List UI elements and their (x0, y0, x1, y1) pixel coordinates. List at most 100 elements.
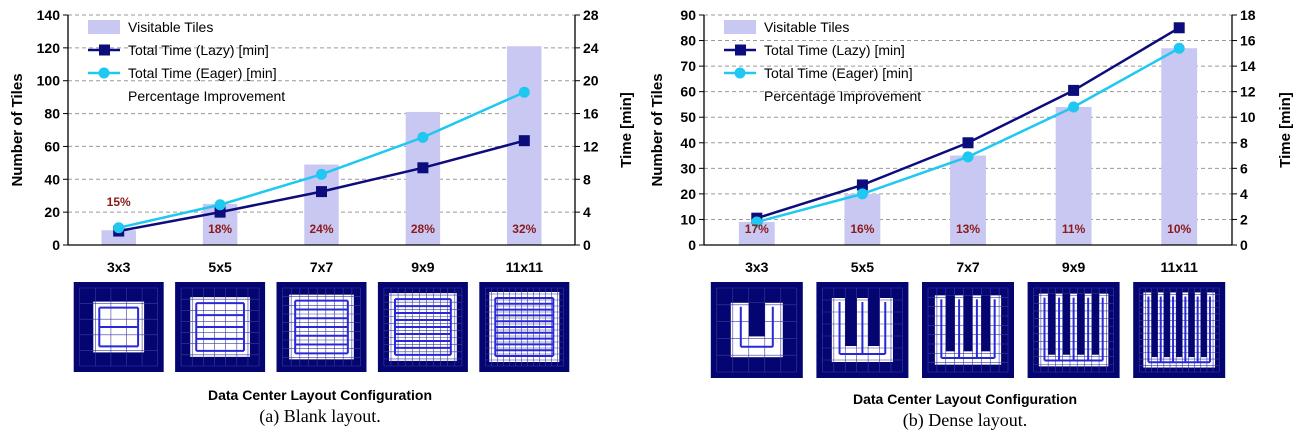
thumb-rack (1188, 292, 1195, 358)
category-label: 7x7 (310, 259, 334, 275)
thumb-rack (1176, 292, 1183, 358)
legend-label: Percentage Improvement (128, 88, 285, 104)
x-axis-title: Data Center Layout Configuration (853, 391, 1077, 407)
y2-tick-label: 14 (1240, 58, 1256, 74)
layout-thumbnail (276, 282, 367, 372)
y2-tick-label: 2 (1240, 211, 1248, 227)
y2-tick-label: 8 (583, 171, 591, 187)
thumb-rack (868, 298, 880, 346)
legend-marker-circle (734, 67, 746, 79)
thumb-rack (1091, 293, 1100, 355)
point-circle (962, 151, 974, 163)
thumb-rack (1163, 292, 1170, 358)
y2-axis-title: Time [min] (618, 92, 635, 168)
point-square (417, 162, 429, 174)
bar-11x11 (1161, 48, 1198, 245)
point-square (316, 186, 327, 198)
improvement-label: 13% (956, 222, 980, 236)
improvement-label: 18% (208, 222, 232, 236)
y-tick-label: 40 (680, 135, 696, 151)
layout-thumbnail (710, 282, 803, 378)
chart-a: 0 20 40 60 80 100 120 140 0 4 8 12 16 20 24 28 Number of… (9, 7, 635, 427)
legend-swatch-bar (88, 20, 120, 34)
y2-tick-label: 4 (1240, 186, 1248, 202)
layout-thumbnail (175, 282, 266, 372)
y-tick-label: 70 (680, 58, 696, 74)
category-label: 11x11 (506, 259, 544, 275)
point-circle (316, 168, 327, 180)
thumb-rack (1151, 292, 1158, 358)
point-square (518, 135, 530, 147)
layout-thumbnail (73, 282, 164, 372)
chart-b: 0 10 20 30 40 50 60 70 80 90 0 2 4 6 8 10 12 14 16 18 Number… (649, 7, 1294, 431)
y-tick-label: 0 (688, 237, 696, 253)
y-tick-label: 60 (44, 138, 60, 154)
point-circle (518, 86, 530, 98)
improvement-label: 15% (107, 195, 131, 209)
layout-thumbnail (816, 282, 909, 378)
point-square (214, 206, 226, 218)
legend-swatch-bar (724, 20, 756, 34)
subcaption: (a) Blank layout. (259, 406, 380, 427)
y-tick-label: 10 (680, 211, 696, 227)
point-circle (113, 222, 125, 234)
y2-tick-label: 0 (583, 237, 591, 253)
category-label: 5x5 (208, 259, 232, 275)
bar-3x3 (101, 230, 136, 245)
point-circle (214, 199, 226, 211)
point-circle (417, 131, 429, 143)
improvement-label: 17% (745, 222, 769, 236)
layout-thumbnail (1027, 282, 1120, 378)
improvement-label: 28% (411, 222, 435, 236)
category-label: 11x11 (1161, 259, 1199, 275)
bar-7x7 (950, 155, 986, 245)
y2-tick-label: 0 (1240, 237, 1248, 253)
legend-marker-square (735, 44, 746, 56)
legend-label: Total Time (Lazy) [min] (128, 42, 269, 58)
category-label: 3x3 (745, 259, 769, 275)
y-axis-title: Number of Tiles (9, 73, 26, 186)
y-tick-label: 80 (44, 106, 60, 122)
y2-tick-label: 10 (1240, 109, 1256, 125)
improvement-label: 16% (850, 222, 874, 236)
legend-label: Percentage Improvement (764, 88, 921, 104)
legend-label: Visitable Tiles (764, 19, 849, 35)
y-tick-label: 40 (44, 171, 60, 187)
thumb-rack (748, 302, 765, 337)
y-tick-label: 80 (680, 33, 696, 49)
y-tick-label: 20 (44, 204, 60, 220)
legend-label: Visitable Tiles (128, 19, 213, 35)
point-square (856, 179, 868, 191)
y2-tick-label: 12 (583, 138, 599, 154)
legend-marker-square (99, 44, 110, 56)
thumb-rack (1062, 293, 1070, 355)
category-label: 3x3 (107, 259, 131, 275)
y-tick-label: 0 (52, 237, 60, 253)
layout-thumbnail (1133, 282, 1226, 378)
thumb-rack (963, 295, 973, 352)
point-circle (1068, 101, 1080, 113)
legend-label: Total Time (Eager) [min] (764, 65, 913, 81)
legend-label: Total Time (Eager) [min] (128, 65, 277, 81)
y-tick-label: 20 (680, 186, 696, 202)
y-tick-label: 120 (37, 40, 61, 56)
thumb-rack (981, 295, 991, 352)
y2-axis-title: Time [min] (1277, 92, 1294, 168)
y-tick-label: 140 (37, 7, 61, 23)
point-square (962, 137, 974, 149)
legend-label: Total Time (Lazy) [min] (764, 42, 905, 58)
bar-3x3 (738, 222, 775, 245)
y2-tick-label: 6 (1240, 160, 1248, 176)
y-tick-label: 30 (680, 160, 696, 176)
y2-tick-label: 24 (583, 40, 599, 56)
layout-thumbnail (479, 282, 570, 372)
y2-tick-label: 16 (1240, 33, 1256, 49)
improvement-label: 11% (1062, 222, 1086, 236)
thumb-rack (1200, 292, 1207, 358)
legend-marker-circle (98, 67, 110, 79)
thumb-rack (945, 295, 955, 352)
category-label: 5x5 (851, 259, 875, 275)
y-axis-title: Number of Tiles (649, 73, 666, 186)
layout-thumbnail (922, 282, 1014, 378)
